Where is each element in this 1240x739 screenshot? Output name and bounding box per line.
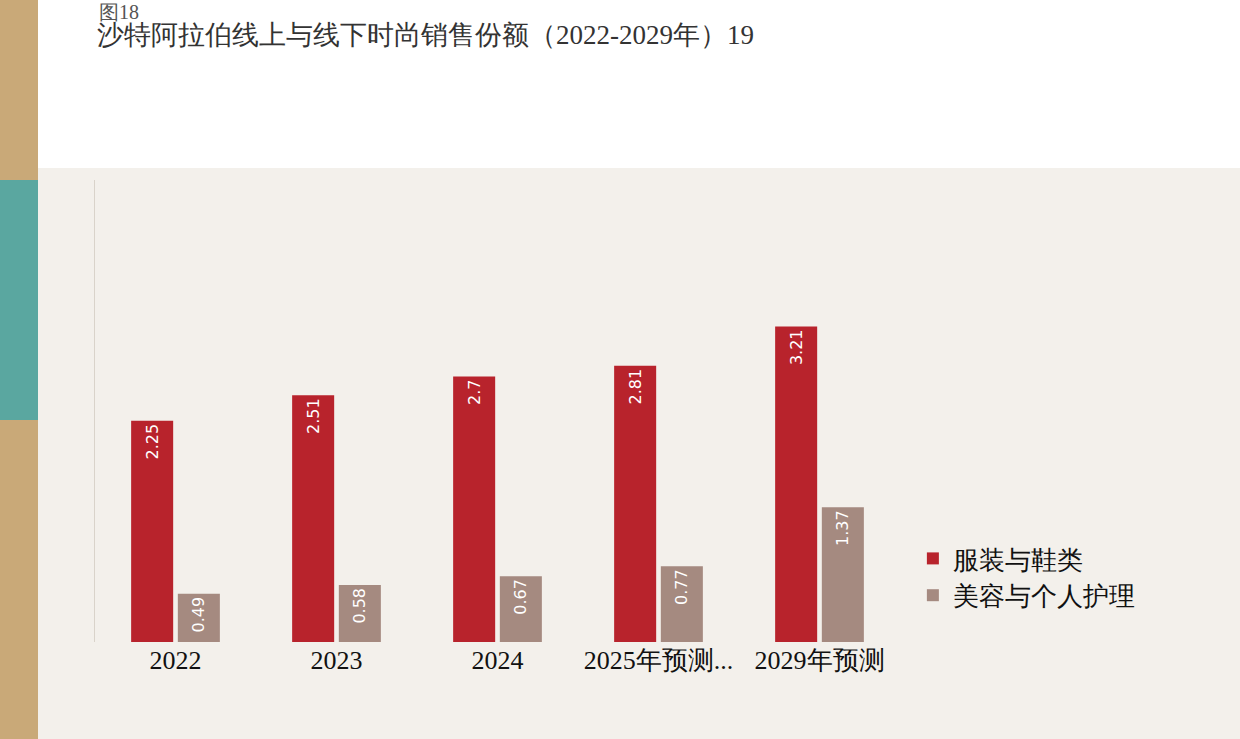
svg-text:1.37: 1.37	[833, 510, 852, 546]
svg-text:2022: 2022	[150, 646, 202, 675]
svg-text:2.81: 2.81	[626, 369, 645, 405]
svg-text:美容与个人护理: 美容与个人护理	[953, 582, 1135, 611]
svg-text:2024: 2024	[472, 646, 524, 675]
svg-text:0.58: 0.58	[350, 588, 369, 624]
svg-text:2029年预测: 2029年预测	[755, 646, 885, 675]
svg-text:沙特阿拉伯线上与线下时尚销售份额（2022-2029年）19: 沙特阿拉伯线上与线下时尚销售份额（2022-2029年）19	[97, 20, 754, 50]
svg-text:2025年预测...: 2025年预测...	[584, 646, 734, 675]
svg-text:3.21: 3.21	[787, 329, 806, 365]
svg-text:2.7: 2.7	[465, 380, 484, 405]
svg-text:图18: 图18	[99, 1, 139, 23]
svg-text:0.67: 0.67	[511, 579, 530, 615]
svg-text:2.51: 2.51	[304, 398, 323, 434]
svg-text:2023: 2023	[311, 646, 363, 675]
svg-text:0.49: 0.49	[189, 597, 208, 633]
svg-text:服装与鞋类: 服装与鞋类	[953, 546, 1083, 575]
svg-text:0.77: 0.77	[672, 569, 691, 605]
svg-text:2.25: 2.25	[143, 424, 162, 460]
